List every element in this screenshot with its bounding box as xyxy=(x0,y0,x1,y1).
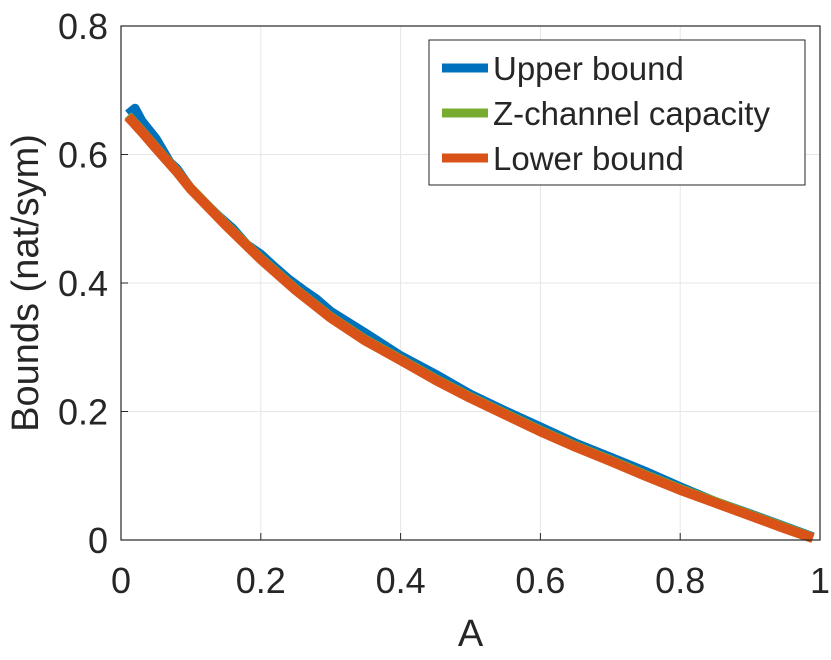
y-tick-label: 0 xyxy=(88,520,108,561)
x-tick-label: 0.6 xyxy=(515,560,565,601)
x-tick-label: 0.4 xyxy=(376,560,426,601)
y-tick-label: 0.4 xyxy=(58,263,108,304)
y-axis-label: Bounds (nat/sym) xyxy=(5,134,47,432)
y-tick-label: 0.8 xyxy=(58,6,108,47)
x-axis-label: A xyxy=(458,613,484,655)
y-axis-ticks: 0 0.2 0.4 0.6 0.8 xyxy=(58,6,128,561)
legend-box xyxy=(428,39,806,186)
series-lines xyxy=(124,103,815,543)
x-tick-label: 0.8 xyxy=(655,560,705,601)
legend-label-lower-bound: Lower bound xyxy=(493,140,684,177)
x-tick-label: 0 xyxy=(111,560,131,601)
x-tick-label: 1 xyxy=(810,560,830,601)
x-tick-label: 0.2 xyxy=(236,560,286,601)
y-tick-label: 0.6 xyxy=(58,135,108,176)
legend-label-z-channel: Z-channel capacity xyxy=(493,95,770,132)
legend-label-upper-bound: Upper bound xyxy=(493,50,684,87)
y-tick-label: 0.2 xyxy=(58,392,108,433)
legend: Upper bound Z-channel capacity Lower bou… xyxy=(428,39,806,186)
x-axis-ticks: 0 0.2 0.4 0.6 0.8 1 xyxy=(111,533,830,601)
series-line-lower-bound xyxy=(124,113,815,543)
